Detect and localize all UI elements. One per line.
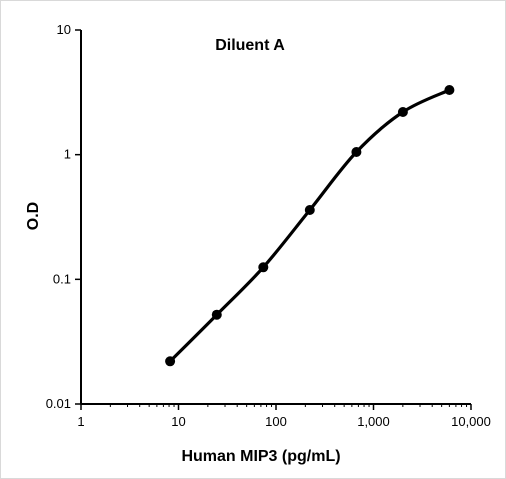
x-tick-label: 1 bbox=[77, 414, 84, 429]
data-point bbox=[211, 309, 222, 320]
chart-title: Diluent A bbox=[215, 37, 285, 54]
data-points bbox=[165, 85, 455, 367]
x-tick-label: 100 bbox=[265, 414, 287, 429]
series-line bbox=[168, 88, 451, 363]
data-point bbox=[258, 262, 269, 273]
data-point bbox=[397, 107, 408, 117]
x-tick-label: 10,000 bbox=[451, 414, 491, 429]
y-axis-title: O.D bbox=[25, 202, 42, 230]
tick-marks bbox=[75, 29, 472, 410]
data-point bbox=[444, 85, 455, 95]
y-tick-label: 1 bbox=[64, 147, 71, 162]
x-tick-label: 10 bbox=[171, 414, 185, 429]
tick-labels: 1 10 100 1,000 10,000 0.01 0.1 1 10 bbox=[46, 22, 491, 429]
y-tick-label: 10 bbox=[57, 22, 71, 37]
x-tick-label: 1,000 bbox=[357, 414, 390, 429]
data-point bbox=[351, 147, 362, 157]
data-point bbox=[165, 356, 176, 367]
x-axis-title: Human MIP3 (pg/mL) bbox=[181, 448, 340, 465]
data-point bbox=[304, 205, 315, 215]
y-tick-label: 0.1 bbox=[53, 271, 71, 286]
y-tick-label: 0.01 bbox=[46, 396, 71, 411]
axes bbox=[80, 30, 471, 405]
